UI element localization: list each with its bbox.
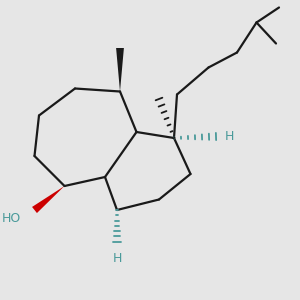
Polygon shape xyxy=(116,48,124,92)
Text: H: H xyxy=(112,252,122,265)
Text: HO: HO xyxy=(2,212,21,226)
Text: H: H xyxy=(225,130,234,143)
Polygon shape xyxy=(32,186,64,213)
